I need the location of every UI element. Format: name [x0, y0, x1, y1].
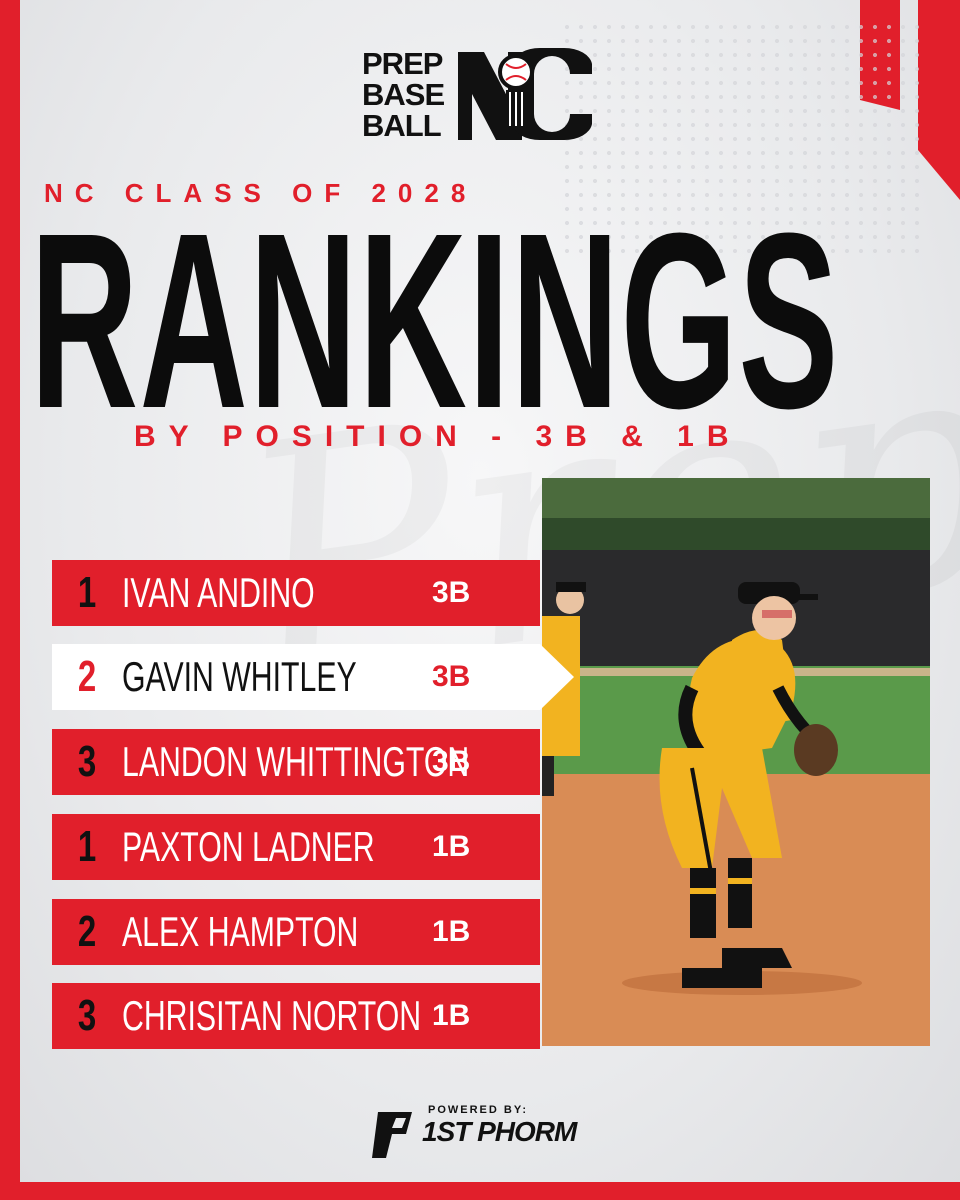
player-name: LANDON WHITTINGTON	[122, 738, 470, 785]
ranking-row: 3 CHRISITAN NORTON 1B	[52, 983, 540, 1049]
page-title: RANKINGS	[30, 181, 840, 460]
main-player	[659, 582, 838, 988]
position-subtitle: BY POSITION - 3B & 1B	[134, 420, 742, 453]
player-position: 1B	[432, 915, 471, 948]
player-name: IVAN ANDINO	[122, 569, 315, 616]
ranking-row: 3 LANDON WHITTINGTON 3B	[52, 729, 540, 795]
prep-baseball-nc-logo: PREP BASE BALL NC	[362, 44, 602, 144]
player-name: PAXTON LADNER	[122, 823, 375, 870]
player-position: 3B	[432, 660, 471, 693]
player-name: CHRISITAN NORTON	[122, 992, 422, 1039]
player-photo	[542, 478, 930, 1046]
left-frame-stripe	[0, 0, 20, 1200]
ranking-row: 2 GAVIN WHITLEY 3B	[52, 644, 574, 710]
rank-number: 3	[77, 737, 97, 786]
ranking-row: 2 ALEX HAMPTON 1B	[52, 899, 540, 965]
logo-wordmark: PREP BASE BALL	[362, 46, 445, 143]
ranking-row: 1 PAXTON LADNER 1B	[52, 814, 540, 880]
player-position: 3B	[432, 576, 471, 609]
player-name: GAVIN WHITLEY	[122, 653, 357, 700]
rank-number: 2	[77, 652, 97, 701]
ranking-row: 1 IVAN ANDINO 3B	[52, 560, 540, 626]
rank-number: 3	[77, 991, 97, 1040]
powered-by-label: POWERED BY:	[428, 1104, 529, 1116]
class-subtitle: NC CLASS OF 2028	[44, 178, 478, 208]
player-position: 1B	[432, 830, 471, 863]
1st-phorm-logo-icon	[372, 1112, 412, 1158]
sponsor-block: POWERED BY: 1ST PHORM	[372, 1104, 612, 1160]
player-name: ALEX HAMPTON	[122, 908, 359, 955]
player-position: 3B	[432, 745, 471, 778]
rank-number: 2	[77, 907, 97, 956]
rank-number: 1	[77, 822, 97, 871]
highlight-arrow	[540, 644, 574, 710]
player-position: 1B	[432, 999, 471, 1032]
nc-monogram-icon	[458, 47, 592, 141]
sponsor-brand: 1ST PHORM	[422, 1116, 577, 1147]
rank-number: 1	[77, 568, 97, 617]
dot-pattern	[560, 20, 920, 260]
bottom-frame-stripe	[0, 1182, 960, 1200]
